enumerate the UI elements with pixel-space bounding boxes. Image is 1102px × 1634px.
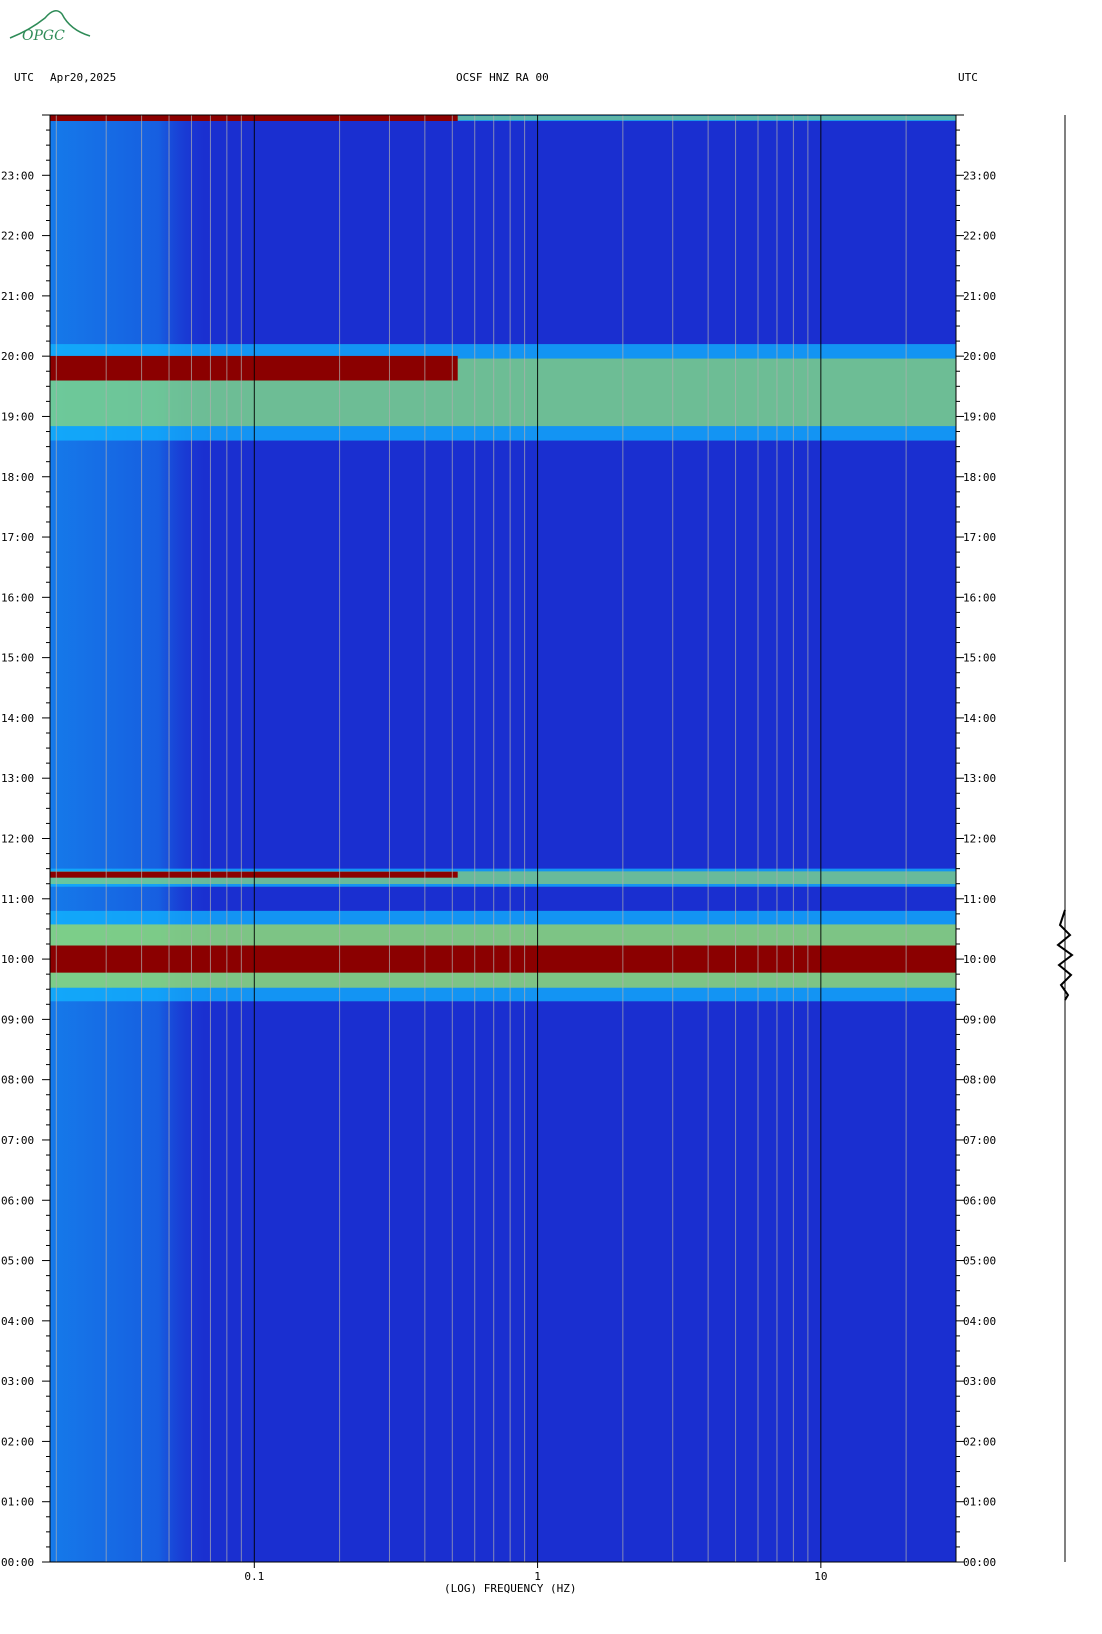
y-tick-label-right: 09:00	[963, 1013, 996, 1026]
x-tick-label: 1	[534, 1570, 541, 1583]
y-tick-label-left: 14:00	[1, 712, 34, 725]
y-tick-label-right: 03:00	[963, 1375, 996, 1388]
y-tick-label-left: 05:00	[1, 1255, 34, 1268]
y-tick-label-right: 20:00	[963, 350, 996, 363]
y-tick-label-right: 05:00	[963, 1255, 996, 1268]
y-tick-label-left: 21:00	[1, 290, 34, 303]
y-tick-label-left: 13:00	[1, 772, 34, 785]
y-tick-label-right: 00:00	[963, 1556, 996, 1569]
y-tick-label-left: 10:00	[1, 953, 34, 966]
y-tick-label-left: 11:00	[1, 893, 34, 906]
logo-text: OPGC	[22, 28, 65, 44]
y-tick-label-left: 12:00	[1, 833, 34, 846]
events-layer	[50, 115, 956, 1002]
header-right-label: UTC	[958, 71, 978, 84]
y-tick-label-right: 16:00	[963, 591, 996, 604]
y-tick-label-left: 19:00	[1, 410, 34, 423]
y-tick-label-right: 17:00	[963, 531, 996, 544]
y-tick-label-right: 01:00	[963, 1496, 996, 1509]
header-station: OCSF HNZ RA 00	[456, 71, 549, 84]
logo-mountain-icon	[9, 10, 91, 39]
y-tick-label-left: 16:00	[1, 591, 34, 604]
y-tick-label-right: 21:00	[963, 290, 996, 303]
y-tick-label-right: 11:00	[963, 893, 996, 906]
y-tick-label-left: 17:00	[1, 531, 34, 544]
x-tick-label: 0.1	[244, 1570, 264, 1583]
y-tick-label-left: 18:00	[1, 471, 34, 484]
header-left-label: UTC	[14, 71, 34, 84]
y-tick-label-left: 08:00	[1, 1074, 34, 1087]
y-tick-label-right: 04:00	[963, 1315, 996, 1328]
y-tick-label-left: 00:00	[1, 1556, 34, 1569]
y-tick-label-right: 13:00	[963, 772, 996, 785]
x-axis-label: (LOG) FREQUENCY (HZ)	[444, 1582, 577, 1595]
y-tick-label-right: 19:00	[963, 410, 996, 423]
trace-burst	[1056, 909, 1074, 1001]
y-tick-label-right: 18:00	[963, 471, 996, 484]
y-tick-label-right: 12:00	[963, 833, 996, 846]
y-tick-label-right: 07:00	[963, 1134, 996, 1147]
event-band-3	[50, 115, 956, 122]
event-core-3	[50, 115, 956, 121]
y-tick-label-right: 14:00	[963, 712, 996, 725]
y-tick-label-left: 07:00	[1, 1134, 34, 1147]
low-frequency-noise	[50, 115, 956, 1562]
y-tick-label-right: 22:00	[963, 230, 996, 243]
x-tick-label: 10	[814, 1570, 827, 1583]
y-tick-label-left: 01:00	[1, 1496, 34, 1509]
y-tick-label-left: 04:00	[1, 1315, 34, 1328]
y-tick-label-right: 08:00	[963, 1074, 996, 1087]
ticks-layer: 00:00 00:00 01:00 01:00 02:00 02:00 03:00 03:00…	[1, 114, 996, 1583]
seismogram-trace	[1056, 115, 1074, 1562]
header-date: Apr20,2025	[50, 71, 117, 84]
y-tick-label-right: 23:00	[963, 169, 996, 182]
y-tick-label-right: 02:00	[963, 1435, 996, 1448]
y-tick-label-left: 09:00	[1, 1013, 34, 1026]
y-tick-label-left: 23:00	[1, 169, 34, 182]
y-tick-label-left: 22:00	[1, 230, 34, 243]
frequency-grid	[55, 115, 957, 1562]
y-tick-label-left: 03:00	[1, 1375, 34, 1388]
event-peak-0	[50, 945, 956, 973]
y-tick-label-right: 06:00	[963, 1194, 996, 1207]
y-tick-label-left: 20:00	[1, 350, 34, 363]
y-tick-label-left: 06:00	[1, 1194, 34, 1207]
y-tick-label-left: 02:00	[1, 1435, 34, 1448]
y-tick-label-left: 15:00	[1, 652, 34, 665]
y-tick-label-right: 10:00	[963, 953, 996, 966]
logo: OPGC	[9, 10, 91, 44]
y-tick-label-right: 15:00	[963, 652, 996, 665]
